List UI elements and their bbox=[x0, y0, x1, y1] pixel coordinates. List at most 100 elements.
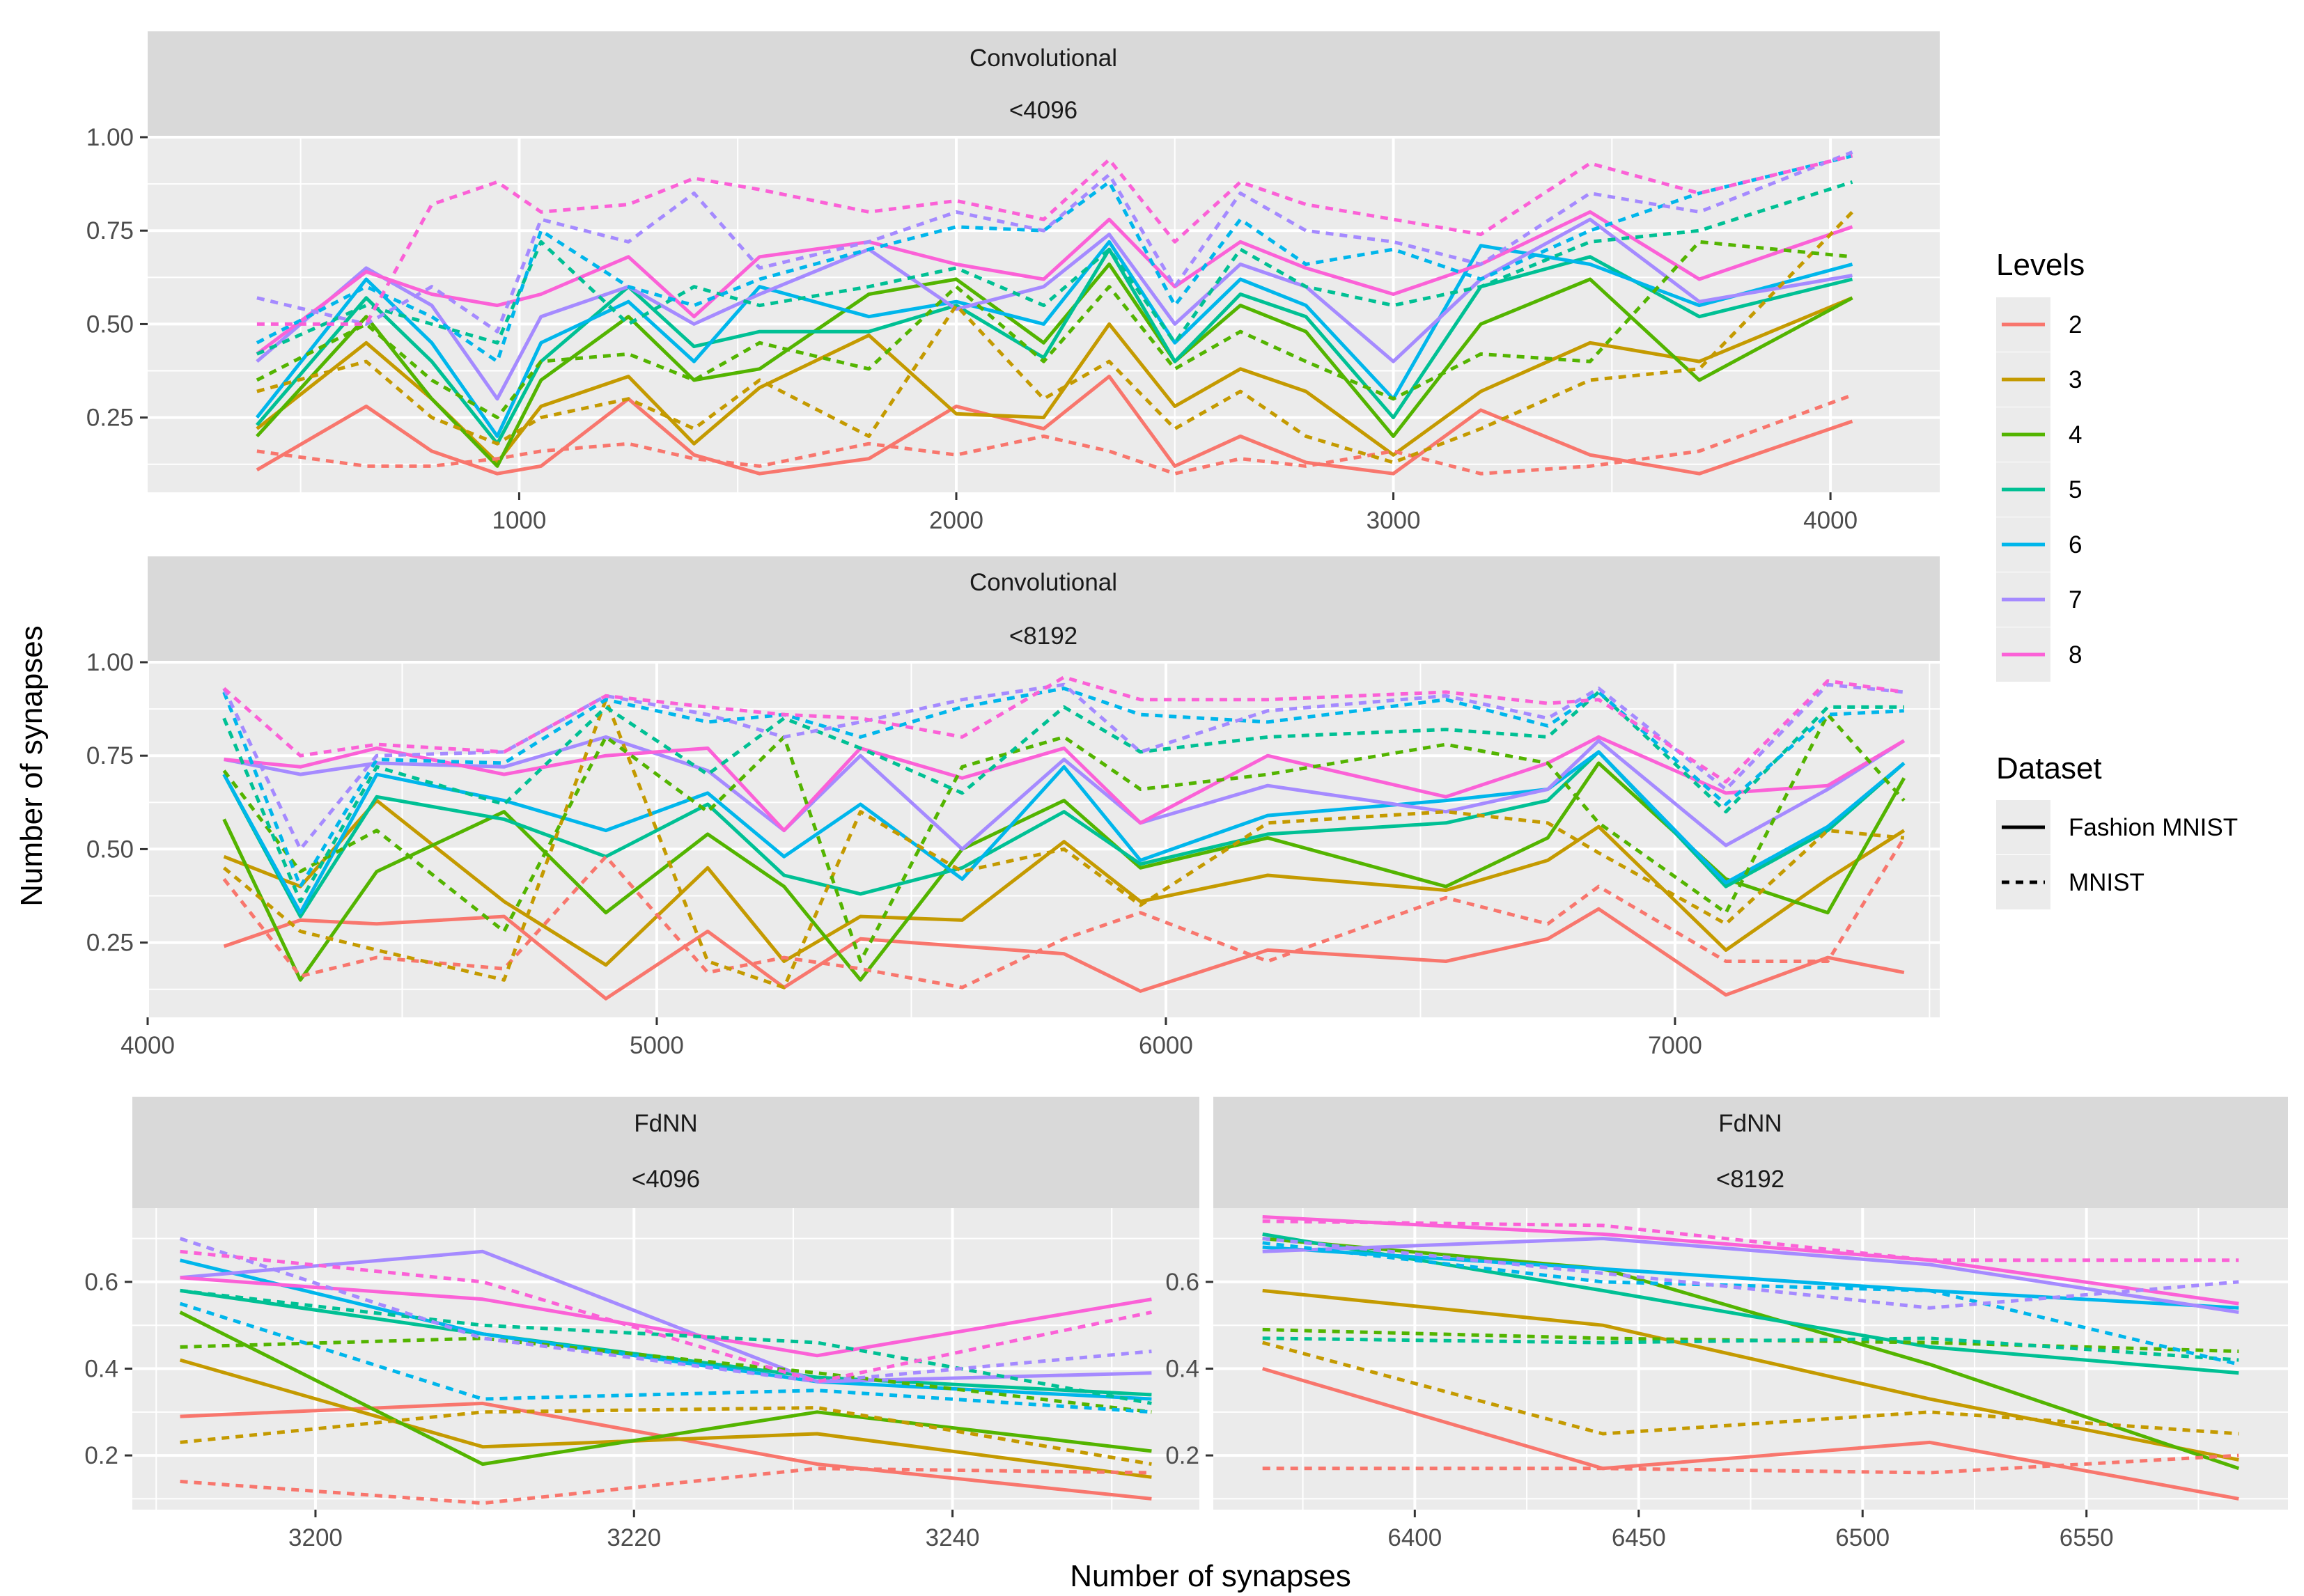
series-line-level-5-mnist bbox=[222, 690, 1904, 904]
series-line-level-7-mnist bbox=[222, 682, 1905, 851]
series-line-level-2-mnist bbox=[222, 836, 1906, 989]
series-line-level-7-mnist bbox=[1262, 1237, 2239, 1310]
legend: Levels 2 3 4 5 6 7 8 Dataset Fashion MNIST MNIS… bbox=[1996, 248, 2238, 909]
x-tick-label: 6500 bbox=[1835, 1524, 1890, 1551]
strip-label-model: Convolutional bbox=[970, 45, 1117, 72]
series-line-level-7-fashion-mnist bbox=[1262, 1237, 2239, 1314]
legend-item-dataset-mnist: MNIST bbox=[1996, 855, 2145, 909]
series-line-level-8-mnist bbox=[1262, 1219, 2239, 1262]
y-tick-label: 0.50 bbox=[86, 836, 134, 863]
series-line-level-3-fashion-mnist bbox=[179, 1358, 1152, 1479]
legend-label-level: 2 bbox=[2069, 311, 2082, 338]
y-tick-label: 0.25 bbox=[86, 930, 134, 957]
series-line-level-6-mnist bbox=[179, 1301, 1152, 1414]
series-line-level-2-mnist bbox=[1262, 1453, 2239, 1475]
legend-label-level: 5 bbox=[2069, 476, 2082, 503]
legend-label-dataset: Fashion MNIST bbox=[2069, 814, 2238, 841]
x-tick-label: 3200 bbox=[288, 1524, 343, 1551]
x-tick-label: 2000 bbox=[929, 507, 983, 534]
legend-item-level-6: 6 bbox=[1996, 517, 2082, 572]
y-tick-label: 0.4 bbox=[1165, 1356, 1199, 1383]
y-tick-label: 0.50 bbox=[86, 311, 134, 338]
panel-convolutional-8192: Convolutional <8192 0.25 0.50 0.75 1.00 400… bbox=[86, 556, 1940, 1059]
strip-label-size: <8192 bbox=[1716, 1166, 1784, 1193]
y-tick-label: 0.2 bbox=[1165, 1442, 1199, 1469]
series-line-level-8-fashion-mnist bbox=[256, 210, 1853, 356]
series-lines bbox=[179, 1237, 1152, 1505]
y-axis: 0.25 0.50 0.75 1.00 bbox=[86, 124, 148, 432]
legend-datasets: Fashion MNIST MNIST bbox=[1996, 800, 2238, 909]
series-line-level-4-fashion-mnist bbox=[256, 263, 1853, 468]
series-line-level-5-fashion-mnist bbox=[180, 1288, 1152, 1397]
strip-background bbox=[148, 31, 1940, 137]
legend-label-level: 3 bbox=[2069, 366, 2082, 393]
x-axis: 6400 6450 6500 6550 bbox=[1387, 1510, 2114, 1551]
y-axis: 0.25 0.50 0.75 1.00 bbox=[86, 649, 148, 957]
strip-label-model: FdNN bbox=[1718, 1110, 1782, 1137]
series-line-level-7-mnist bbox=[256, 150, 1853, 334]
y-tick-label: 0.6 bbox=[84, 1269, 118, 1296]
x-axis: 4000 5000 6000 7000 bbox=[120, 1017, 1702, 1059]
y-tick-label: 1.00 bbox=[86, 649, 134, 676]
y-tick-label: 0.75 bbox=[86, 742, 134, 769]
series-line-level-4-fashion-mnist bbox=[179, 1311, 1152, 1466]
x-tick-label: 5000 bbox=[630, 1032, 684, 1059]
series-line-level-5-mnist bbox=[1262, 1336, 2239, 1362]
y-tick-label: 0.25 bbox=[86, 405, 134, 432]
series-line-level-2-fashion-mnist bbox=[1261, 1367, 2239, 1501]
legend-item-level-8: 8 bbox=[1996, 627, 2082, 682]
x-tick-label: 4000 bbox=[120, 1032, 175, 1059]
series-line-level-2-fashion-mnist bbox=[256, 375, 1853, 476]
legend-item-level-4: 4 bbox=[1996, 407, 2082, 462]
x-tick-label: 6550 bbox=[2060, 1524, 2114, 1551]
x-tick-label: 6450 bbox=[1612, 1524, 1666, 1551]
y-tick-label: 0.6 bbox=[1165, 1269, 1199, 1296]
series-line-level-7-fashion-mnist bbox=[224, 735, 1906, 851]
legend-label-level: 4 bbox=[2069, 421, 2082, 448]
x-tick-label: 1000 bbox=[492, 507, 546, 534]
y-tick-label: 0.2 bbox=[84, 1442, 118, 1469]
series-lines bbox=[222, 675, 1906, 1001]
plot-background bbox=[148, 662, 1940, 1017]
series-line-level-7-fashion-mnist bbox=[180, 1249, 1152, 1384]
series-line-level-3-mnist bbox=[223, 698, 1905, 989]
series-line-level-3-fashion-mnist bbox=[223, 799, 1906, 967]
series-line-level-3-mnist bbox=[256, 210, 1854, 464]
legend-levels: 2 3 4 5 6 7 8 bbox=[1996, 297, 2082, 682]
legend-item-level-2: 2 bbox=[1996, 297, 2082, 352]
plot-background bbox=[148, 137, 1940, 492]
strip-background bbox=[148, 556, 1940, 662]
strip-label-model: Convolutional bbox=[970, 569, 1117, 596]
legend-item-level-3: 3 bbox=[1996, 352, 2082, 407]
series-line-level-5-mnist bbox=[180, 1288, 1152, 1405]
series-line-level-6-fashion-mnist bbox=[222, 750, 1906, 915]
x-tick-label: 4000 bbox=[1803, 507, 1858, 534]
y-axis: 0.2 0.4 0.6 bbox=[84, 1269, 132, 1469]
panel-convolutional-4096: Convolutional <4096 0.25 0.50 0.75 1.00 100… bbox=[86, 31, 1940, 534]
legend-title-levels: Levels bbox=[1996, 248, 2085, 282]
x-tick-label: 6000 bbox=[1139, 1032, 1193, 1059]
x-tick-label: 3000 bbox=[1367, 507, 1421, 534]
series-line-level-6-fashion-mnist bbox=[1262, 1245, 2239, 1310]
x-tick-label: 7000 bbox=[1648, 1032, 1702, 1059]
series-line-level-3-mnist bbox=[180, 1406, 1152, 1466]
y-tick-label: 1.00 bbox=[86, 124, 134, 151]
series-line-level-5-fashion-mnist bbox=[256, 247, 1853, 446]
strip-label-size: <4096 bbox=[1009, 97, 1077, 124]
series-line-level-7-fashion-mnist bbox=[256, 217, 1853, 401]
x-axis-title: Number of synapses bbox=[1070, 1559, 1351, 1593]
series-line-level-6-mnist bbox=[222, 687, 1904, 889]
series-line-level-2-mnist bbox=[256, 393, 1853, 476]
series-line-level-4-mnist bbox=[256, 240, 1853, 420]
legend-item-dataset-fashion-mnist: Fashion MNIST bbox=[1996, 800, 2238, 854]
legend-item-level-7: 7 bbox=[1996, 572, 2082, 627]
legend-item-level-5: 5 bbox=[1996, 462, 2082, 517]
legend-label-dataset: MNIST bbox=[2069, 869, 2145, 896]
strip-background bbox=[132, 1097, 1199, 1208]
legend-label-level: 6 bbox=[2069, 531, 2082, 558]
legend-label-level: 8 bbox=[2069, 641, 2082, 668]
series-lines bbox=[255, 150, 1854, 476]
series-line-level-7-mnist bbox=[179, 1237, 1152, 1384]
series-line-level-6-fashion-mnist bbox=[180, 1258, 1152, 1401]
panel-fdnn-8192: FdNN <8192 0.2 0.4 0.6 6400 6450 6500 6550 bbox=[1165, 1097, 2288, 1551]
